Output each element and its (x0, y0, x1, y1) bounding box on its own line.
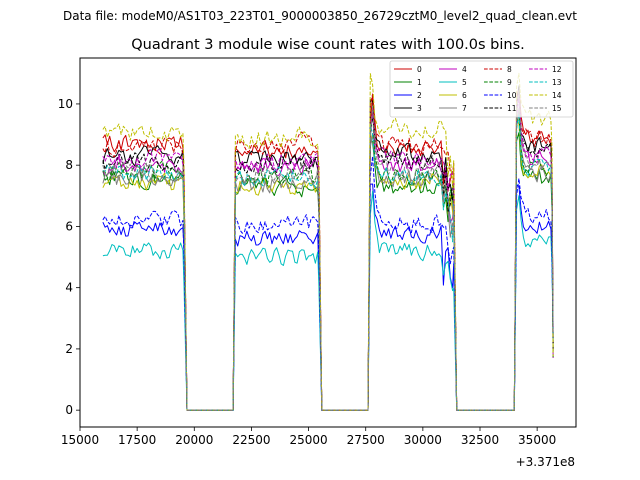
series-line-10 (102, 155, 554, 411)
x-tick-label: 32500 (461, 433, 499, 447)
series-line-11 (102, 84, 554, 411)
legend-label: 4 (462, 65, 467, 74)
legend-label: 10 (507, 91, 517, 100)
legend-label: 3 (417, 104, 422, 113)
legend-label: 2 (417, 91, 422, 100)
series-layer (102, 72, 554, 411)
x-tick-label: 20000 (175, 433, 213, 447)
y-tick-label: 0 (65, 403, 73, 417)
plot-frame (79, 57, 577, 428)
y-tick-label: 2 (65, 342, 73, 356)
legend-label: 14 (552, 91, 562, 100)
legend-label: 6 (462, 91, 467, 100)
chart-title: Quadrant 3 module wise count rates with … (131, 37, 525, 53)
series-line-7 (102, 107, 554, 411)
x-tick-label: 35000 (518, 433, 556, 447)
y-tick-label: 4 (65, 281, 73, 295)
series-line-8 (102, 85, 554, 411)
legend-label: 15 (552, 104, 562, 113)
x-offset-label: +3.371e8 (516, 455, 575, 469)
legend-box (389, 60, 574, 118)
y-tick-label: 8 (65, 158, 73, 172)
legend-label: 11 (507, 104, 517, 113)
series-line-15 (102, 90, 554, 411)
legend-label: 0 (417, 65, 422, 74)
x-tick-label: 22500 (232, 433, 270, 447)
series-line-3 (102, 87, 554, 411)
legend-label: 8 (507, 65, 512, 74)
legend-label: 5 (462, 78, 467, 87)
x-tick-label: 17500 (118, 433, 156, 447)
x-axis: 15000 17500 20000 22500 25000 27500 30000 32500… (61, 427, 556, 447)
x-tick-label: 25000 (289, 433, 327, 447)
series-line-2 (102, 183, 554, 411)
x-tick-label: 15000 (61, 433, 99, 447)
figure-suptitle: Data file: modeM0/AS1T03_223T01_90000038… (63, 9, 577, 23)
legend-label: 13 (552, 78, 562, 87)
legend-label: 7 (462, 104, 467, 113)
series-line-13 (102, 113, 554, 411)
y-tick-label: 10 (58, 97, 73, 111)
legend-label: 9 (507, 78, 512, 87)
series-line-5 (102, 190, 554, 411)
series-line-0 (102, 86, 554, 411)
x-tick-label: 27500 (347, 433, 385, 447)
series-line-6 (102, 118, 554, 411)
legend-label: 12 (552, 65, 562, 74)
x-tick-label: 30000 (404, 433, 442, 447)
y-axis: 0 2 4 6 8 10 (58, 97, 80, 417)
y-tick-label: 6 (65, 219, 73, 233)
legend-label: 1 (417, 78, 422, 87)
series-line-12 (102, 93, 554, 411)
